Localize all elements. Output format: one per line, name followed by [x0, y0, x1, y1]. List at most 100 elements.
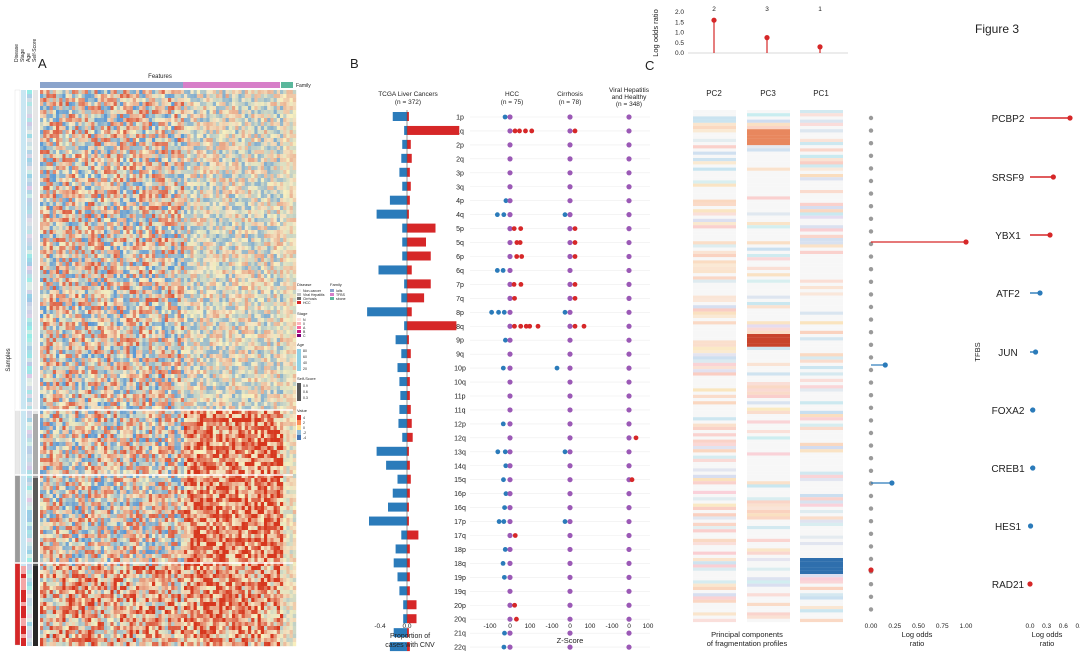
heatmap-cell [75, 266, 79, 271]
heatmap-cell [164, 122, 169, 127]
heatmap-cell [257, 94, 261, 99]
heatmap-cell [241, 258, 245, 263]
heatmap-cell [238, 98, 242, 103]
stage-annotation [21, 642, 26, 646]
heatmap-cell [161, 210, 165, 215]
heatmap-cell [254, 250, 258, 255]
heatmap-cell [56, 238, 60, 243]
score-annotation [33, 358, 38, 362]
heatmap-cell [273, 150, 277, 155]
heatmap-cell [206, 142, 210, 147]
heatmap-cell [100, 230, 105, 235]
stage-annotation [21, 506, 26, 510]
heatmap-cell [148, 186, 153, 191]
stage-annotation [21, 130, 26, 134]
heatmap-cell [203, 146, 207, 151]
heatmap-cell [94, 154, 98, 159]
heatmap-cell [126, 138, 130, 143]
heatmap-cell [75, 102, 79, 107]
heatmap-cell [94, 226, 98, 231]
heatmap-cell [72, 246, 76, 251]
heatmap-cell [40, 166, 44, 171]
heatmap-cell [123, 262, 127, 267]
heatmap-cell [184, 202, 188, 207]
score-annotation [33, 158, 38, 162]
heatmap-cell [254, 274, 258, 279]
heatmap-cell [126, 226, 130, 231]
score-annotation [33, 578, 38, 582]
heatmap-cell [68, 238, 73, 243]
heatmap-cell [267, 122, 271, 127]
heatmap-cell [260, 258, 265, 263]
age-annotation [27, 138, 32, 142]
heatmap-cell [152, 226, 156, 231]
heatmap-cell [78, 106, 82, 111]
heatmap-cell [75, 174, 79, 179]
heatmap-cell [212, 230, 217, 235]
heatmap-cell [161, 258, 165, 263]
heatmap-cell [43, 290, 47, 295]
heatmap-cell [209, 246, 213, 251]
heatmap-cell [254, 94, 258, 99]
heatmap-cell [267, 270, 271, 275]
heatmap-cell [97, 114, 101, 119]
heatmap-cell [292, 118, 297, 123]
heatmap-cell [174, 150, 178, 155]
heatmap-cell [235, 218, 239, 223]
heatmap-cell [187, 106, 191, 111]
heatmap-cell [280, 186, 284, 191]
heatmap-cell [152, 182, 156, 187]
heatmap-cell [158, 266, 162, 271]
heatmap-cell [139, 202, 143, 207]
heatmap-cell [190, 282, 194, 287]
heatmap-cell [219, 314, 223, 319]
heatmap-cell [126, 266, 130, 271]
heatmap-cell [184, 262, 188, 267]
heatmap-cell [110, 134, 114, 139]
heatmap-cell [286, 142, 290, 147]
heatmap-cell [43, 94, 47, 99]
heatmap-cell [158, 142, 162, 147]
heatmap-cell [276, 290, 281, 295]
heatmap-cell [56, 114, 60, 119]
heatmap-cell [78, 118, 82, 123]
heatmap-cell [68, 214, 73, 219]
heatmap-cell [40, 194, 44, 199]
heatmap-cell [200, 294, 204, 299]
score-annotation [33, 522, 38, 526]
heatmap-cell [145, 158, 149, 163]
heatmap-cell [286, 298, 290, 303]
heatmap-cell [177, 214, 181, 219]
heatmap-cell [200, 230, 204, 235]
heatmap-cell [171, 206, 175, 211]
heatmap-cell [68, 174, 73, 179]
heatmap-cell [84, 222, 89, 227]
heatmap-cell [136, 230, 140, 235]
heatmap-cell [56, 278, 60, 283]
heatmap-cell [222, 306, 226, 311]
heatmap-cell [257, 174, 261, 179]
heatmap-cell [110, 102, 114, 107]
score-annotation [33, 182, 38, 186]
heatmap-cell [270, 218, 274, 223]
heatmap-cell [190, 178, 194, 183]
heatmap-cell [155, 118, 159, 123]
heatmap-cell [219, 234, 223, 239]
heatmap-cell [40, 162, 44, 167]
heatmap-cell [254, 282, 258, 287]
heatmap-cell [222, 226, 226, 231]
heatmap-cell [200, 250, 204, 255]
age-annotation [27, 614, 32, 618]
heatmap-cell [113, 314, 117, 319]
heatmap-cell [174, 186, 178, 191]
heatmap-cell [273, 298, 277, 303]
heatmap-cell [65, 214, 69, 219]
heatmap-cell [292, 122, 297, 127]
heatmap-cell [257, 278, 261, 283]
heatmap-cell [75, 170, 79, 175]
heatmap-cell [75, 138, 79, 143]
heatmap-cell [75, 274, 79, 279]
heatmap-cell [174, 90, 178, 95]
heatmap-cell [78, 226, 82, 231]
heatmap-cell [91, 114, 95, 119]
